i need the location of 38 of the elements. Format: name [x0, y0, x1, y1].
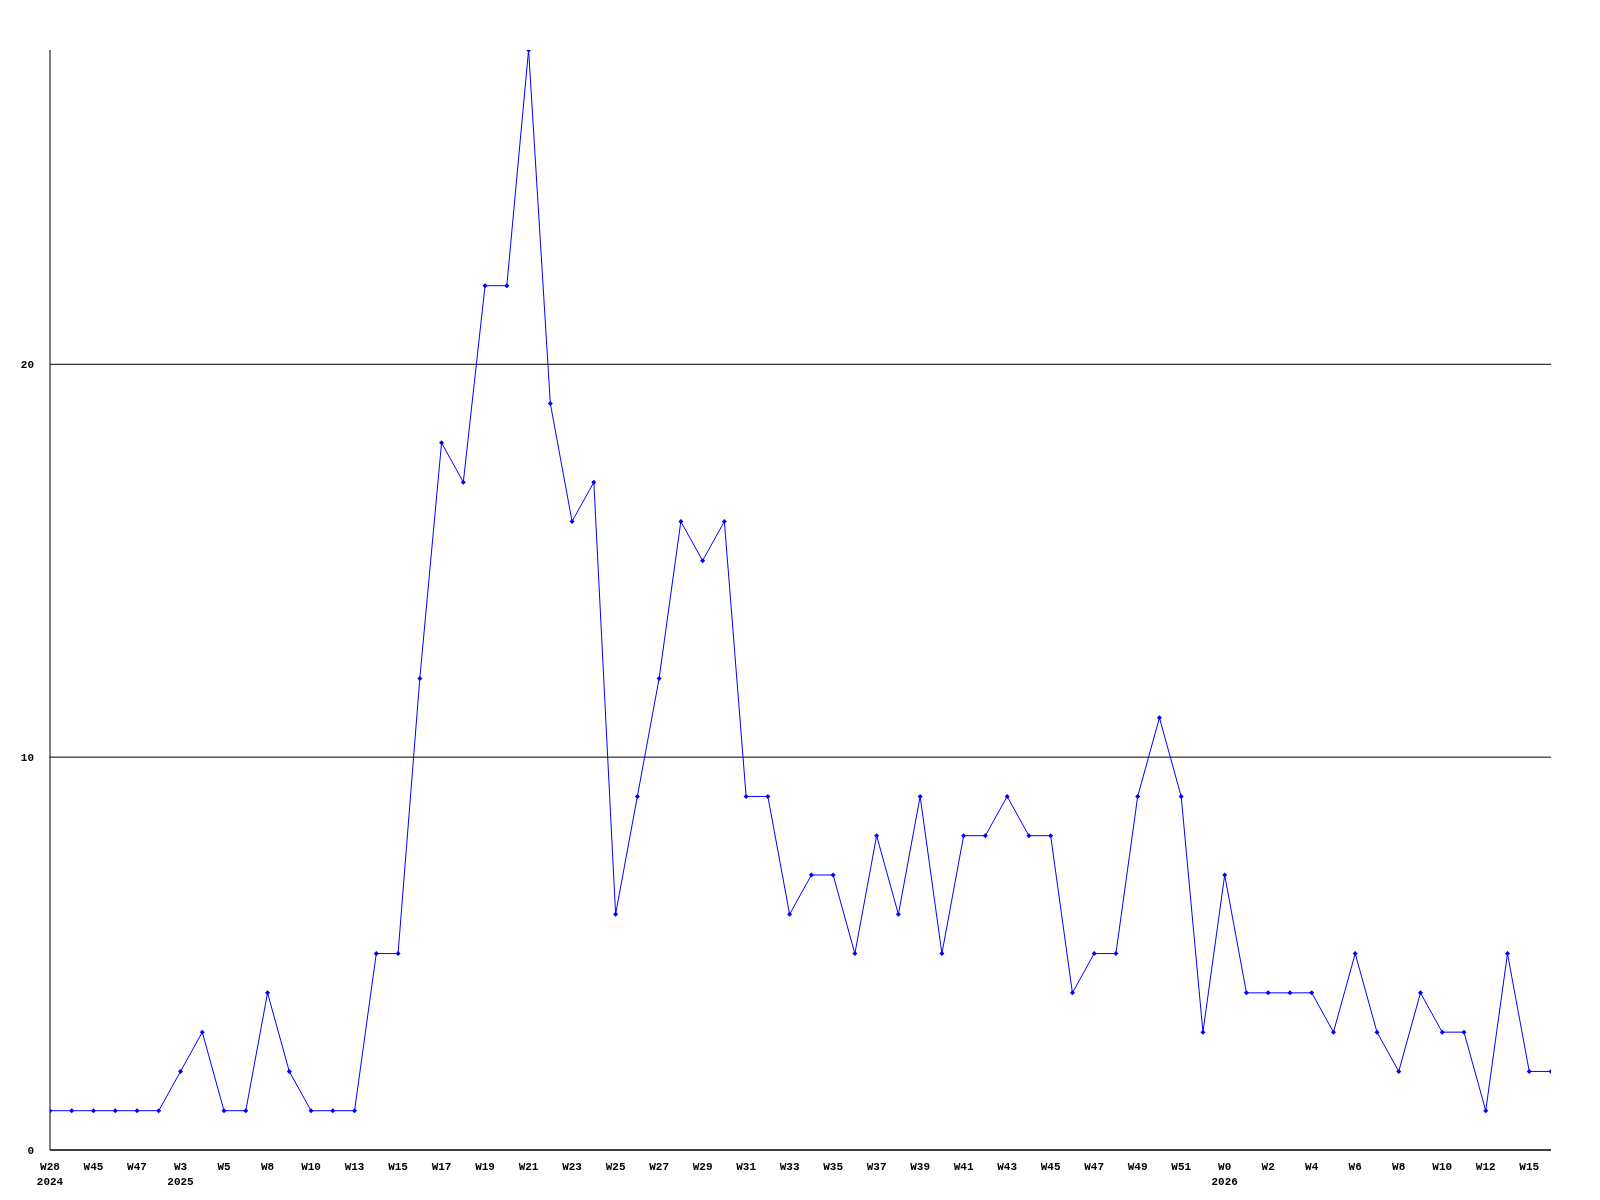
x-tick-label: W35 — [823, 1161, 844, 1173]
y-tick-label: 20 — [20, 359, 34, 372]
x-tick-label: W10 — [301, 1161, 321, 1173]
x-tick-label: W23 — [562, 1161, 583, 1173]
x-tick-label: W28 2024 — [36, 1161, 64, 1188]
x-tick-label: W25 — [605, 1161, 626, 1173]
x-tick-label: W4 — [1305, 1161, 1319, 1173]
x-tick-label: W10 — [1432, 1161, 1453, 1173]
x-tick-label: W17 — [431, 1161, 452, 1173]
x-tick-label: W13 — [344, 1161, 365, 1173]
x-tick-label: W45 — [83, 1161, 104, 1173]
x-tick-label: W15 — [1519, 1161, 1540, 1173]
x-tick-label: W41 — [953, 1161, 974, 1173]
x-tick-label: W39 — [910, 1161, 931, 1173]
x-tick-label: W12 — [1475, 1161, 1496, 1173]
y-tick-label: 10 — [20, 752, 34, 765]
x-tick-label: W19 — [475, 1161, 495, 1173]
x-tick-label: W29 — [692, 1161, 713, 1173]
x-tick-label: W45 — [1040, 1161, 1061, 1173]
x-tick-label: W6 — [1348, 1161, 1362, 1173]
y-tick-label: 0 — [27, 1144, 34, 1157]
x-tick-label: W21 — [518, 1161, 539, 1173]
x-tick-label: W2 — [1261, 1161, 1275, 1173]
x-tick-label: W51 — [1171, 1161, 1192, 1173]
x-tick-label: W47 — [1084, 1161, 1105, 1173]
x-tick-label: W8 — [1392, 1161, 1406, 1173]
x-tick-label: W5 — [217, 1161, 232, 1173]
x-tick-label: W37 — [866, 1161, 887, 1173]
x-tick-label: W15 — [388, 1161, 409, 1173]
x-tick-label: W3 2025 — [167, 1161, 195, 1188]
x-tick-label: W49 — [1127, 1161, 1148, 1173]
x-tick-label: W27 — [649, 1161, 670, 1173]
x-tick-label: W47 — [127, 1161, 147, 1173]
x-tick-label: W8 — [260, 1161, 275, 1173]
x-tick-label: W0 2026 — [1211, 1161, 1238, 1188]
x-tick-label: W43 — [997, 1161, 1018, 1173]
x-tick-label: W31 — [736, 1161, 757, 1173]
x-tick-label: W33 — [779, 1161, 800, 1173]
